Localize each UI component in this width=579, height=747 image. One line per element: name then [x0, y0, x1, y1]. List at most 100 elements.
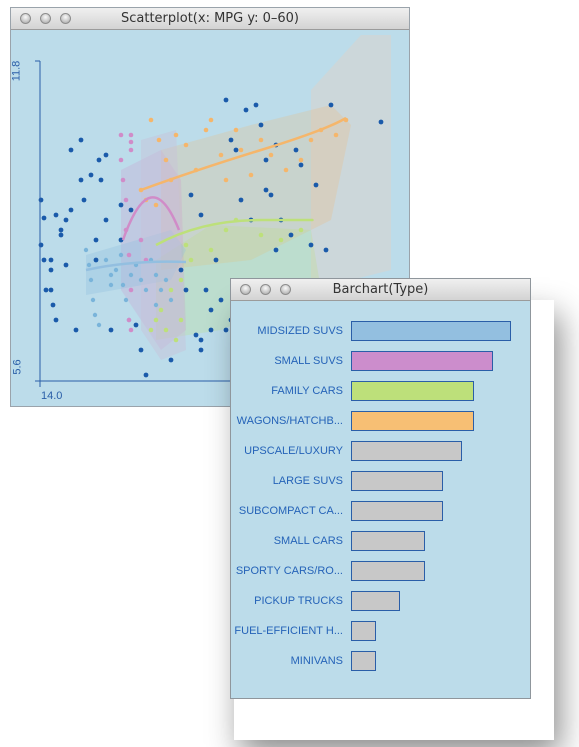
scatter-point [58, 232, 64, 238]
scatter-point [78, 137, 84, 143]
bar-row[interactable]: FAMILY CARS [231, 381, 530, 401]
scatter-point [183, 287, 189, 293]
scatter-point [228, 137, 234, 143]
bar[interactable] [351, 351, 493, 371]
bar-row[interactable]: FUEL-EFFICIENT H... [231, 621, 530, 641]
y-axis-max-label: 11.8 [10, 60, 23, 82]
barchart-window[interactable]: Barchart(Type) MIDSIZED SUVS SMALL SUVS FA… [230, 278, 531, 699]
bar-label: MINIVANS [290, 655, 343, 667]
scatter-point [263, 187, 269, 193]
scatter-point [268, 192, 274, 198]
scatter-point [328, 102, 334, 108]
scatter-point [138, 237, 144, 243]
scatter-point [223, 227, 229, 233]
scatter-point [118, 202, 124, 208]
bar-row[interactable]: MINIVANS [231, 651, 530, 671]
scatter-point [63, 262, 69, 268]
scatter-point [163, 157, 169, 163]
scatter-point [208, 117, 214, 123]
bar-row[interactable]: SMALL SUVS [231, 351, 530, 371]
bar[interactable] [351, 531, 425, 551]
scatter-point [63, 217, 69, 223]
scatter-point [153, 202, 159, 208]
bar[interactable] [351, 561, 425, 581]
scatter-point [118, 157, 124, 163]
bar-label: SUBCOMPACT CA... [238, 505, 343, 517]
trend-line-family [155, 218, 314, 247]
scatter-point [128, 207, 134, 213]
minimize-window-button[interactable] [260, 284, 271, 295]
bar[interactable] [351, 621, 376, 641]
bar-row[interactable]: MIDSIZED SUVS [231, 321, 530, 341]
bar[interactable] [351, 471, 443, 491]
scatter-point [96, 157, 102, 163]
bar[interactable] [351, 411, 474, 431]
bar[interactable] [351, 381, 474, 401]
bar[interactable] [351, 321, 511, 341]
scatter-point [126, 252, 132, 258]
scatter-point [68, 207, 74, 213]
scatter-point [143, 372, 149, 378]
trend-line-small-suvs [121, 196, 181, 241]
bar-row[interactable]: SPORTY CARS/RO... [231, 561, 530, 581]
bar[interactable] [351, 441, 462, 461]
band-wagons [161, 105, 351, 270]
scatter-point [48, 257, 54, 263]
scatter-point [120, 282, 126, 288]
bar-label: FAMILY CARS [271, 385, 343, 397]
bar-label: FUEL-EFFICIENT H... [234, 625, 343, 637]
zoom-window-button[interactable] [280, 284, 291, 295]
scatter-point [253, 102, 259, 108]
scatter-point [103, 257, 109, 263]
scatterplot-window[interactable]: Scatterplot(x: MPG y: 0–60) 11.8 5.6 14.… [10, 7, 410, 407]
bar-row[interactable]: PICKUP TRUCKS [231, 591, 530, 611]
minimize-window-button[interactable] [40, 13, 51, 24]
bar-row[interactable]: SUBCOMPACT CA... [231, 501, 530, 521]
scatter-point [248, 172, 254, 178]
band-wagons-right [311, 35, 391, 290]
scatter-point [128, 139, 134, 145]
bar-label: MIDSIZED SUVS [257, 325, 343, 337]
scatter-point [143, 287, 149, 293]
scatter-point [148, 117, 154, 123]
scatter-point [333, 132, 339, 138]
scatter-point [168, 297, 174, 303]
bar[interactable] [351, 501, 443, 521]
bar-row[interactable]: UPSCALE/LUXURY [231, 441, 530, 461]
scatter-point [178, 277, 184, 283]
scatter-point [233, 127, 239, 133]
scatter-point [53, 317, 59, 323]
scatter-point [83, 247, 89, 253]
bar-row[interactable]: LARGE SUVS [231, 471, 530, 491]
bar-row[interactable]: SMALL CARS [231, 531, 530, 551]
scatter-point [158, 307, 164, 313]
scatter-point [128, 132, 134, 138]
scatter-point [68, 147, 74, 153]
scatter-point [81, 197, 87, 203]
scatter-point [108, 282, 114, 288]
scatter-point [323, 247, 329, 253]
scatterplot-title: Scatterplot(x: MPG y: 0–60) [120, 11, 299, 26]
barchart-titlebar[interactable]: Barchart(Type) [231, 279, 530, 301]
close-window-button[interactable] [240, 284, 251, 295]
scatter-point [128, 327, 134, 333]
scatter-point [38, 242, 44, 248]
scatter-point [213, 257, 219, 263]
scatter-point [103, 152, 109, 158]
scatter-point [153, 272, 159, 278]
scatter-point [223, 327, 229, 333]
scatter-point [258, 137, 264, 143]
scatterplot-titlebar[interactable]: Scatterplot(x: MPG y: 0–60) [11, 8, 409, 30]
scatter-point [43, 287, 49, 293]
bar[interactable] [351, 651, 376, 671]
scatter-point [78, 177, 84, 183]
bar-row[interactable]: WAGONS/HATCHB... [231, 411, 530, 431]
close-window-button[interactable] [20, 13, 31, 24]
bar[interactable] [351, 591, 400, 611]
scatter-point [308, 242, 314, 248]
scatter-point [178, 267, 184, 273]
scatter-point [218, 152, 224, 158]
zoom-window-button[interactable] [60, 13, 71, 24]
scatter-point [93, 237, 99, 243]
scatter-point [288, 232, 294, 238]
